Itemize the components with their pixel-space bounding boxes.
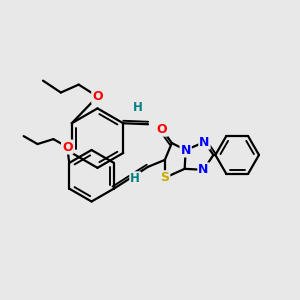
Text: H: H: [133, 101, 143, 114]
Text: S: S: [160, 171, 169, 184]
Text: O: O: [157, 123, 167, 136]
Text: N: N: [181, 143, 191, 157]
Text: N: N: [199, 136, 210, 148]
Text: H: H: [130, 172, 140, 185]
Text: N: N: [198, 163, 209, 176]
Text: O: O: [92, 90, 103, 103]
Text: O: O: [62, 140, 73, 154]
